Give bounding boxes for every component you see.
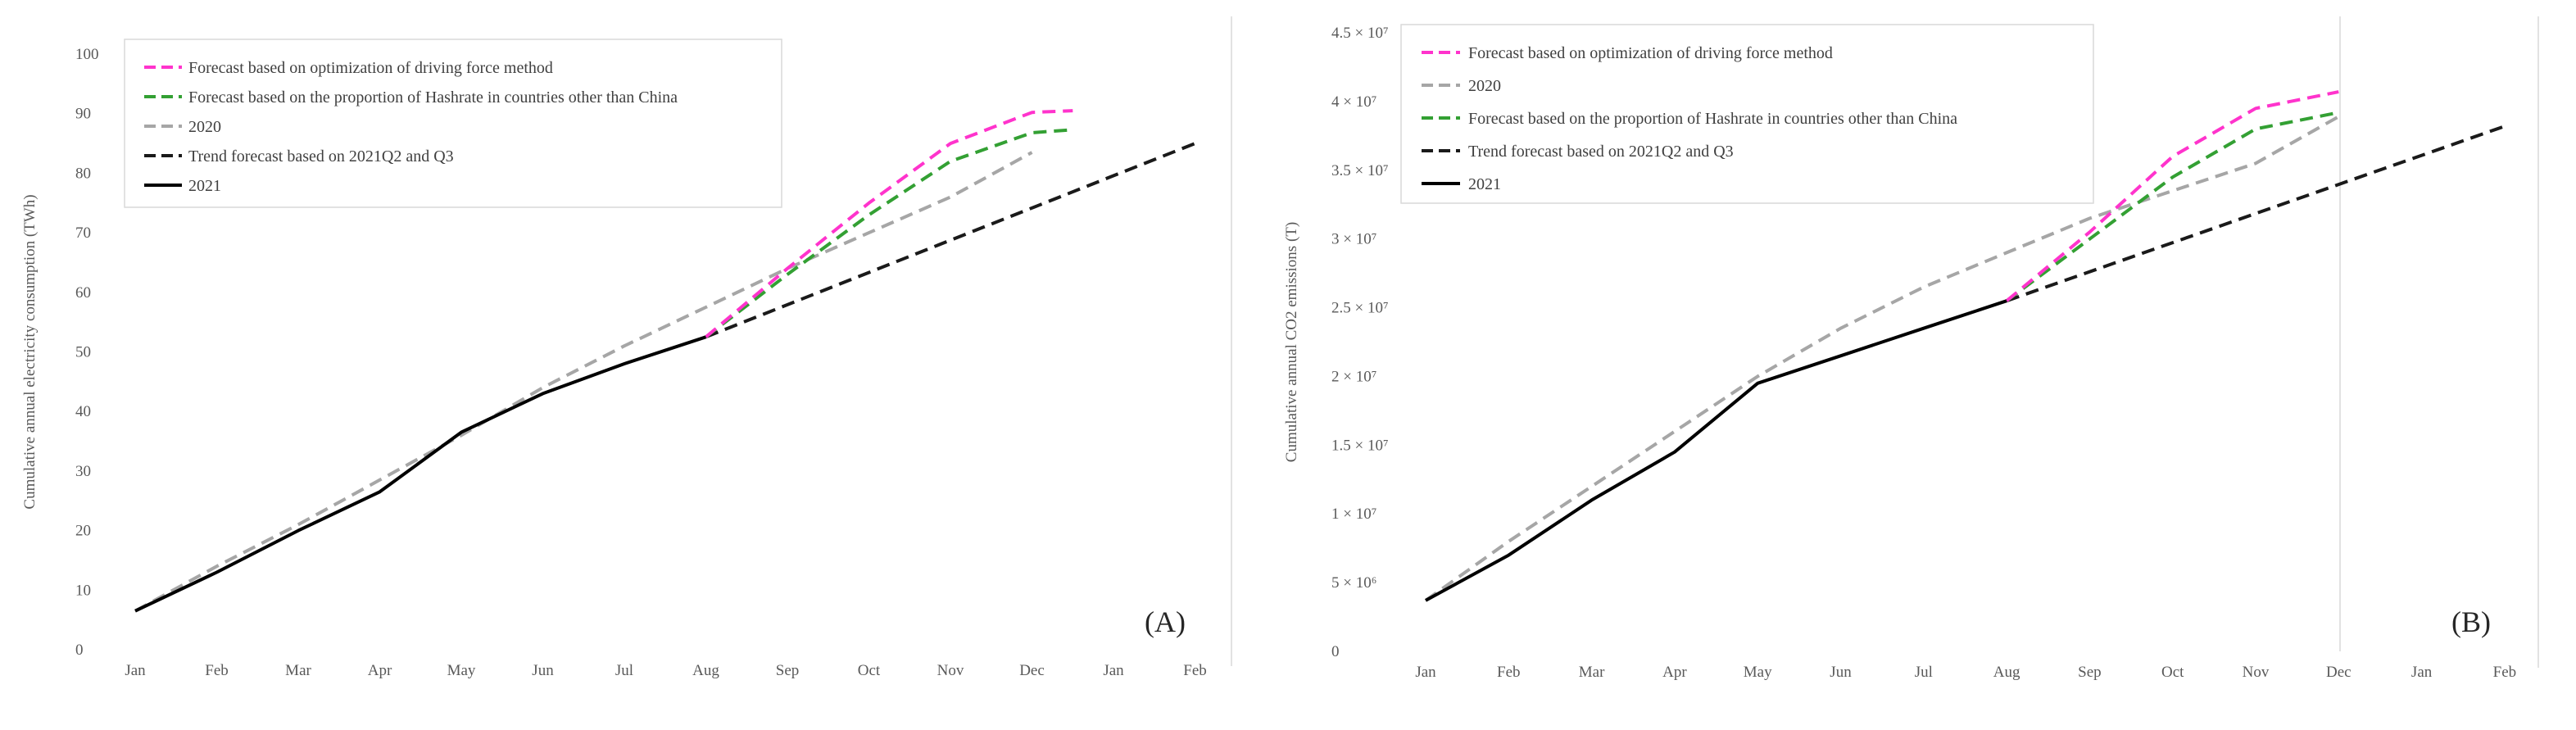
y-tick-label: 5 × 10⁶ xyxy=(1331,574,1376,592)
x-tick-label: Oct xyxy=(858,662,881,679)
x-tick-label: Nov xyxy=(937,662,964,679)
y-tick-label: 90 xyxy=(75,106,91,123)
legend-label: Forecast based on the proportion of Hash… xyxy=(1468,110,1957,128)
y-tick-label: 3.5 × 10⁷ xyxy=(1331,162,1389,179)
x-tick-label: Apr xyxy=(368,662,392,679)
legend-label: 2020 xyxy=(1468,77,1501,95)
y-axis-label: Cumulative annual electricity consumptio… xyxy=(21,194,39,509)
legend-box xyxy=(1400,24,2094,204)
y-tick-label: 0 xyxy=(1331,643,1340,660)
x-tick-label: Aug xyxy=(692,662,719,679)
y-tick-label: 2 × 10⁷ xyxy=(1331,368,1376,385)
y-tick-label: 0 xyxy=(75,642,84,659)
x-tick-label: Feb xyxy=(1183,662,1207,679)
x-tick-label: Aug xyxy=(1993,664,2020,681)
legend-label: 2021 xyxy=(1468,175,1501,193)
x-tick-label: Dec xyxy=(1019,662,1045,679)
y-tick-label: 4.5 × 10⁷ xyxy=(1331,25,1389,42)
x-tick-label: Apr xyxy=(1662,664,1687,681)
y-tick-label: 20 xyxy=(75,523,91,540)
y-tick-label: 2.5 × 10⁷ xyxy=(1331,300,1389,317)
y-tick-label: 100 xyxy=(75,46,99,63)
series-line-3 xyxy=(705,142,1196,339)
y-tick-label: 40 xyxy=(75,403,91,420)
series-line-0 xyxy=(2005,90,2339,302)
series-line-4 xyxy=(1425,299,2007,602)
x-tick-label: Jun xyxy=(1830,664,1852,681)
legend-label: Forecast based on optimization of drivin… xyxy=(1468,44,1833,62)
series-line-4 xyxy=(134,335,707,613)
panel-label: (B) xyxy=(2451,605,2491,638)
x-tick-label: Jan xyxy=(1415,664,1436,681)
legend-box xyxy=(124,39,782,208)
x-tick-label: Jun xyxy=(532,662,554,679)
y-tick-label: 1 × 10⁷ xyxy=(1331,506,1376,523)
x-tick-label: Jul xyxy=(615,662,633,679)
y-tick-label: 50 xyxy=(75,344,91,361)
x-tick-label: Jan xyxy=(125,662,146,679)
x-tick-label: Feb xyxy=(205,662,229,679)
x-tick-label: Dec xyxy=(2326,664,2352,681)
legend-label: Forecast based on the proportion of Hash… xyxy=(188,88,678,107)
y-tick-label: 30 xyxy=(75,463,91,480)
legend-label: Trend forecast based on 2021Q2 and Q3 xyxy=(188,147,454,165)
x-tick-label: May xyxy=(1744,664,1772,681)
series-line-1 xyxy=(705,128,1073,338)
legend-label: Forecast based on optimization of drivin… xyxy=(188,59,553,77)
y-tick-label: 80 xyxy=(75,165,91,182)
series-line-2 xyxy=(134,151,1033,613)
x-tick-label: Jul xyxy=(1915,664,1933,681)
y-tick-label: 10 xyxy=(75,582,91,599)
x-tick-label: Nov xyxy=(2243,664,2270,681)
x-tick-label: Feb xyxy=(1497,664,1521,681)
series-line-1 xyxy=(2005,111,2339,302)
x-tick-label: Jan xyxy=(1103,662,1124,679)
panel-label: (A) xyxy=(1145,605,1186,638)
x-tick-label: Feb xyxy=(2493,664,2517,681)
x-tick-label: Sep xyxy=(2078,664,2102,681)
y-tick-label: 4 × 10⁷ xyxy=(1331,93,1376,111)
x-tick-label: Jan xyxy=(2411,664,2433,681)
legend-label: 2020 xyxy=(188,118,221,136)
y-tick-label: 1.5 × 10⁷ xyxy=(1331,437,1389,454)
series-line-2 xyxy=(1424,115,2340,602)
legend-label: Trend forecast based on 2021Q2 and Q3 xyxy=(1468,143,1734,161)
x-tick-label: Sep xyxy=(776,662,800,679)
y-tick-label: 3 × 10⁷ xyxy=(1331,231,1376,248)
x-tick-label: Mar xyxy=(1579,664,1605,681)
y-tick-label: 70 xyxy=(75,224,91,242)
y-axis-label: Cumulative annual CO2 emissions (T) xyxy=(1283,222,1300,462)
x-tick-label: Mar xyxy=(285,662,311,679)
legend-label: 2021 xyxy=(188,177,221,195)
series-line-0 xyxy=(705,109,1073,338)
series-line-3 xyxy=(2006,125,2506,303)
chart-panel-b: 0 5 × 10⁶ 1 × 10⁷ 1.5 × 10⁷ 2 × 10⁷ 2.5 × 10⁷… xyxy=(1283,16,2539,681)
x-tick-label: Oct xyxy=(2161,664,2184,681)
x-tick-label: May xyxy=(447,662,476,679)
y-tick-label: 60 xyxy=(75,284,91,302)
chart-panel-a: 0 10 20 30 40 50 60 70 80 90 100 Jan Feb Mar Apr May Jun… xyxy=(21,16,1232,679)
